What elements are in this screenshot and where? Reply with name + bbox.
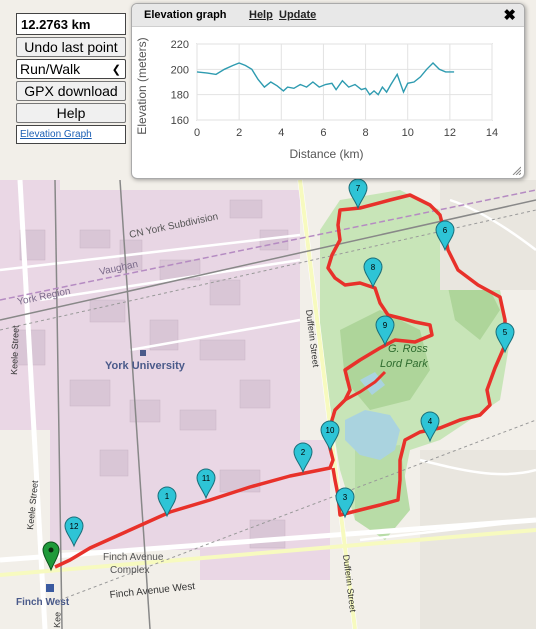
label-park-1: G. Ross — [388, 343, 428, 355]
route-marker-2[interactable]: 2 — [293, 442, 313, 474]
marker-pin-icon — [320, 420, 340, 452]
elevation-chart: 160 180 200 220 0 2 4 6 8 10 12 14 Distance (km) Elev… — [135, 37, 498, 161]
route-marker-10[interactable]: 10 — [320, 420, 340, 452]
marker-label: 8 — [371, 263, 376, 272]
marker-pin-icon — [375, 315, 395, 347]
route-marker-9[interactable]: 9 — [375, 315, 395, 347]
route-marker-4[interactable]: 4 — [420, 411, 440, 443]
marker-pin-icon — [363, 257, 383, 289]
elevation-update-link[interactable]: Update — [279, 9, 317, 21]
marker-pin-icon — [335, 487, 355, 519]
x-axis-label: Distance (km) — [289, 147, 363, 161]
woodland — [340, 310, 430, 410]
marker-pin-icon — [196, 468, 216, 500]
marker-label: 5 — [503, 328, 508, 337]
marker-pin-icon — [348, 178, 368, 210]
pond — [345, 410, 400, 460]
marker-pin-icon — [495, 322, 515, 354]
marker-pin-icon — [420, 411, 440, 443]
label-finch-complex-2: Complex — [110, 565, 149, 576]
marker-label: 11 — [202, 474, 211, 483]
x-tick-label: 4 — [278, 127, 284, 139]
help-button[interactable]: Help — [16, 103, 126, 123]
marker-pin-icon — [293, 442, 313, 474]
route-marker-1[interactable]: 1 — [157, 486, 177, 518]
elevation-window-title: Elevation graph — [144, 9, 227, 21]
route-marker-5[interactable]: 5 — [495, 322, 515, 354]
distance-display: 12.2763 km — [16, 13, 126, 35]
x-tick-label: 2 — [236, 127, 242, 139]
green-south — [355, 445, 410, 540]
label-york-university: York University — [105, 360, 186, 372]
route-branch — [344, 370, 387, 402]
x-tick-label: 14 — [486, 127, 498, 139]
elevation-help-link[interactable]: Help — [249, 9, 273, 21]
route-marker-6[interactable]: 6 — [435, 220, 455, 252]
x-tick-label: 10 — [402, 127, 414, 139]
mode-select-value: Run/Walk — [20, 61, 81, 77]
region-boundary — [0, 189, 536, 301]
label-finch-west: Finch West — [16, 597, 70, 608]
y-tick-label: 200 — [171, 64, 189, 76]
elevation-graph-link[interactable]: Elevation Graph — [16, 125, 126, 144]
control-panel: 12.2763 km Undo last point Run/Walk ❮ GPX… — [16, 13, 126, 144]
marker-label: 10 — [326, 426, 335, 435]
resize-grip-icon[interactable] — [511, 165, 521, 175]
mode-select[interactable]: Run/Walk ❮ — [16, 59, 126, 79]
marker-pin-icon — [157, 486, 177, 518]
marker-label: 12 — [70, 522, 79, 531]
elevation-series-line — [196, 62, 455, 96]
label-park-2: Lord Park — [380, 358, 428, 370]
gpx-download-button[interactable]: GPX download — [16, 81, 126, 101]
residential-ne — [440, 180, 536, 290]
x-tick-label: 0 — [194, 127, 200, 139]
route-marker-7[interactable]: 7 — [348, 178, 368, 210]
york-university-marker — [140, 350, 146, 356]
close-icon[interactable]: ✖ — [503, 7, 516, 24]
marker-label: 7 — [356, 184, 361, 193]
x-tick-label: 6 — [320, 127, 326, 139]
x-tick-label: 8 — [363, 127, 369, 139]
x-tick-label: 12 — [444, 127, 456, 139]
start-pin-dot — [48, 547, 54, 553]
elevation-window: Elevation graph Help Update ✖ 160 180 200 2… — [131, 3, 525, 179]
route-marker-12[interactable]: 12 — [64, 516, 84, 548]
label-finch-complex-1: Finch Avenue — [103, 552, 164, 563]
marker-label: 4 — [428, 417, 433, 426]
label-keele-stub: Kee — [52, 612, 63, 628]
label-keele-street-top: Keele Street — [9, 325, 21, 375]
route-marker-3[interactable]: 3 — [335, 487, 355, 519]
marker-pin-icon — [64, 516, 84, 548]
subway-icon — [46, 584, 54, 592]
marker-label: 3 — [343, 493, 348, 502]
y-tick-label: 220 — [171, 39, 189, 51]
route-marker-8[interactable]: 8 — [363, 257, 383, 289]
marker-label: 1 — [165, 492, 170, 501]
start-pin-icon[interactable] — [42, 541, 60, 572]
chevron-down-icon: ❮ — [111, 64, 121, 76]
marker-label: 2 — [301, 448, 306, 457]
elevation-window-header[interactable]: Elevation graph Help Update ✖ — [132, 4, 524, 27]
y-axis-label: Elevation (meters) — [135, 37, 149, 134]
y-tick-label: 160 — [171, 115, 189, 127]
industrial-area-south — [200, 440, 330, 580]
y-tick-label: 180 — [171, 90, 189, 102]
marker-pin-icon — [435, 220, 455, 252]
undo-last-point-button[interactable]: Undo last point — [16, 37, 126, 57]
marker-label: 6 — [443, 226, 448, 235]
marker-label: 9 — [383, 321, 388, 330]
route-marker-11[interactable]: 11 — [196, 468, 216, 500]
